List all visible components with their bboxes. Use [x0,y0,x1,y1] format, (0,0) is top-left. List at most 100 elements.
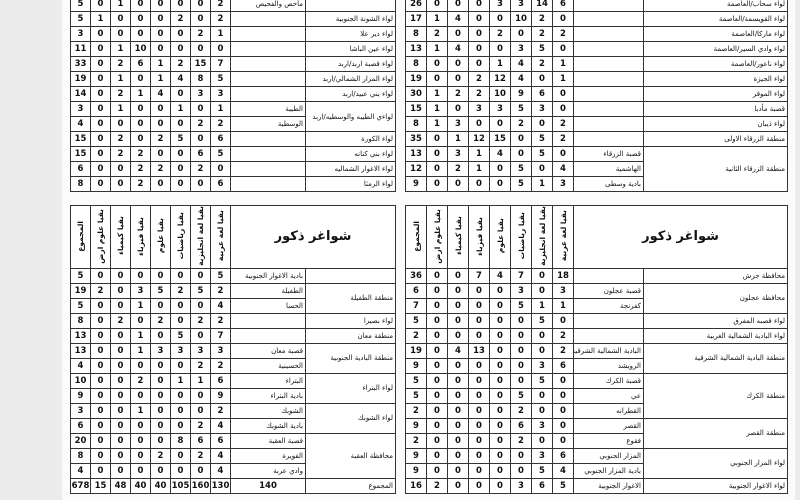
cell-value: 0 [447,71,469,87]
cell-value: 1 [426,101,448,117]
cell-value: 105 [170,477,191,494]
cell-value: 0 [468,387,490,404]
cell-value: 1 [110,41,131,57]
cell-value: 0 [170,86,191,102]
sub-label: وادي عربة [230,462,306,479]
table-row: 9 0 0 0 0 0 3 6 المزار الجنوبي لواء المزار الجنوب… [405,447,788,479]
cell-value: 2 [90,282,111,299]
cell-value: 5 [531,41,553,57]
sub-label [573,41,644,57]
cell-value: 0 [130,26,151,42]
cell-value: 2 [468,86,490,102]
cell-value: 0 [190,176,211,192]
cell-value: 0 [489,342,511,359]
cell-value: 0 [90,86,111,102]
sub-label: القصر [573,417,644,434]
cell-value: 40 [130,477,151,494]
sub-label [573,11,644,27]
cell-value: 0 [510,462,532,479]
cell-value: 4 [210,417,231,434]
cell-value: 0 [150,372,171,389]
cell-value: 0 [170,462,191,479]
cell-value: 6 [130,56,151,72]
cell-value: 0 [426,447,448,464]
cell-value: 3 [190,86,211,102]
cell-value: 5 [510,297,532,314]
sub-label: البادية الشمالية الشرقية [573,342,644,359]
cell-value: 0 [150,26,171,42]
cell-value: 13 [70,327,91,344]
cell-value: 5 [405,312,427,329]
cell-value: 2 [468,71,490,87]
cell-value: 0 [150,0,171,12]
cell-value: 12 [405,161,427,177]
row-label: لواء ناعور/العاصمة [643,56,788,72]
row-label: لواء الشونة الجنوبية [305,11,396,27]
table-row: 7 0 0 0 0 5 1 1 كفرنجة [405,297,788,314]
cell-value: 19 [70,71,91,87]
row-label: لواء بصيرا [305,312,396,329]
sub-label [230,146,306,162]
cell-value: 10 [130,41,151,57]
cell-value: 0 [130,11,151,27]
table-row: 13 0 0 1 3 3 3 3 قصبة معان منطقة البادية الجنوبية [70,342,396,374]
cell-value: 0 [447,297,469,314]
row-label: لواء الرمثا [305,176,396,192]
cell-value: 0 [468,26,490,42]
cell-value: 2 [552,26,574,42]
table-row: 19 0 1 0 1 4 8 5 لواء المزار الشمالي/اربد [70,71,396,87]
cell-value: 3 [531,447,553,464]
cell-value: 0 [468,282,490,299]
sub-label [573,71,644,87]
column-header: بقيا علوم [150,205,171,269]
cell-value: 0 [130,267,151,284]
cell-value: 14 [70,86,91,102]
column-header: بقيا فيزياء [130,205,151,269]
row-label: لواء الاغوار الشماليه [305,161,396,177]
cell-value: 0 [110,267,131,284]
table: المجموع بقيا علوم ارض بقيا كيمياء بقيا فيزي… [405,205,788,494]
cell-value: 2 [110,312,131,329]
sub-label: الوسطية [230,116,306,132]
cell-value: 6 [210,131,231,147]
cell-value: 5 [70,0,91,12]
cell-value: 2 [210,402,231,419]
cell-value: 0 [447,327,469,344]
cell-value: 5 [531,462,553,479]
column-header: بقيا علوم ارض [90,205,111,269]
cell-value: 0 [531,161,553,177]
cell-value: 0 [170,176,191,192]
header-row: المجموع بقيا علوم ارض بقيا كيمياء بقيا فيزي… [405,205,788,269]
cell-value: 5 [531,312,553,329]
cell-value: 0 [510,447,532,464]
row-label: لواء الاغوار الجنوبية [643,477,788,494]
cell-value: 0 [170,116,191,132]
cell-value: 1 [552,71,574,87]
row-label: محافظة عجلون [643,282,788,314]
cell-value: 2 [405,432,427,449]
cell-value: 0 [90,417,111,434]
cell-value: 1 [468,146,490,162]
cell-value: 4 [447,342,469,359]
cell-value: 30 [405,86,427,102]
column-header-text: بقيا فيزياء [474,216,484,256]
cell-value: 0 [531,387,553,404]
row-label: لواء سحاب/العاصمة [643,0,788,12]
table-row: 9 0 0 0 0 0 0 9 بادية البتراء [70,387,396,404]
row-label: لواء القويسمة/العاصمة [643,11,788,27]
cell-value: 0 [447,417,469,434]
cell-value: 5 [552,477,574,494]
cell-value: 1 [130,342,151,359]
cell-value: 0 [447,447,469,464]
sub-label [573,131,644,147]
cell-value: 0 [90,372,111,389]
cell-value: 0 [468,372,490,389]
cell-value: 2 [110,56,131,72]
cell-value: 2 [110,86,131,102]
row-label: منطقة البادية الجنوبية [305,342,396,374]
cell-value: 6 [552,447,574,464]
cell-value: 10 [510,11,532,27]
cell-value: 4 [552,462,574,479]
cell-value: 0 [426,462,448,479]
